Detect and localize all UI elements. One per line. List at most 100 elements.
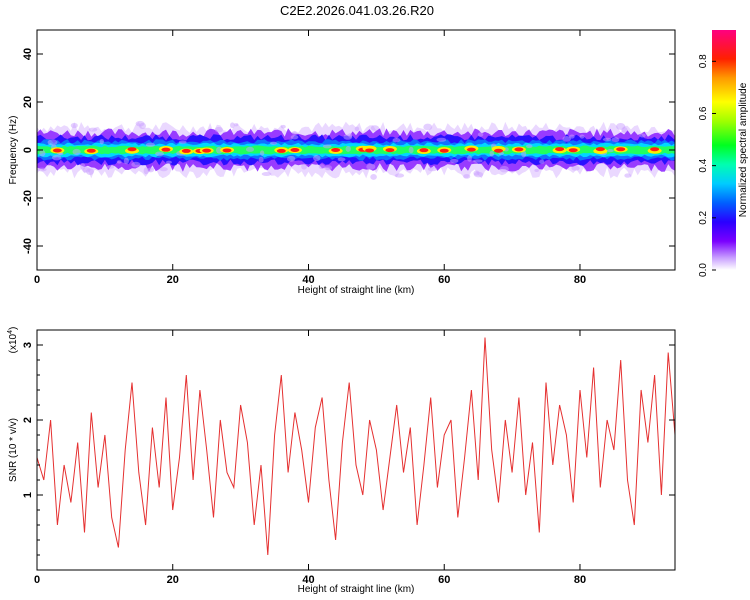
x-tick-label: 0 [34,574,40,586]
colorbar-gradient [712,30,736,270]
y-tick-label: 40 [22,48,34,60]
spectrogram-peak [161,147,171,152]
spectrogram-peak [439,148,449,153]
spectrogram-speckle [489,150,494,157]
y-tick-label: -20 [22,190,34,206]
spectrogram-speckle [80,163,86,170]
figure-title: C2E2.2026.041.03.26.R20 [280,3,434,18]
spectrogram-speckle [143,167,149,175]
spectrogram-speckle [366,163,376,170]
colorbar-ticks: 0.0 0.2 0.4 0.6 0.8 [698,54,716,277]
spectrogram-speckle [472,159,483,163]
colorbar: 0.0 0.2 0.4 0.6 0.8 Normalized spectral ampl… [698,30,749,277]
spectrogram-speckle [616,122,626,130]
y-tick-label: -40 [22,238,34,254]
snr-frame [36,329,676,571]
snr-y-ticks: 1 2 3 [22,342,675,556]
x-tick-label: 60 [438,574,450,586]
spectrogram-y-ticks: 40 20 0 -20 -40 [22,48,675,254]
snr-series-line [37,337,675,556]
spectrogram-speckle [37,167,47,172]
spectrogram-peak [616,147,626,152]
x-tick-label: 80 [574,274,586,286]
spectrogram-speckle [318,164,325,170]
spectrogram-speckle [370,174,377,180]
snr-scale-label: (x104) [7,327,19,354]
spectrogram-peak [568,148,578,153]
spectrogram-panel: 0 20 40 60 80 40 20 0 -20 -40 Height of straight… [8,29,676,296]
spectrogram-speckle [230,122,235,129]
spectrogram-speckle [354,126,360,132]
spectrogram-peak [276,148,286,153]
spectrogram-speckle [88,127,98,132]
spectrogram-speckle [291,131,297,135]
spectrogram-peak [595,147,605,152]
y-tick-label: 1 [22,492,34,498]
spectrogram-peak [181,148,191,153]
spectrogram-speckle [423,123,433,131]
colorbar-tick-label: 0.6 [698,106,709,120]
spectrogram-speckle [159,167,168,172]
spectrogram-speckle [99,138,104,145]
spectrogram-peak [514,147,524,152]
x-tick-label: 20 [167,574,179,586]
spectrogram-x-ticks: 0 20 40 60 80 [34,30,586,286]
spectrogram-speckle [473,171,484,178]
spectrogram-speckle [116,160,122,164]
snr-x-ticks: 0 20 40 60 80 [34,330,586,586]
x-tick-label: 60 [438,274,450,286]
spectrogram-speckle [313,154,321,162]
spectrogram-speckle [579,134,585,139]
spectrogram-peak [365,148,375,153]
spectrogram-speckle [539,159,545,165]
spectrogram-speckle [624,173,631,178]
spectrogram-speckle [214,126,223,133]
x-tick-label: 40 [302,274,314,286]
spectrogram-speckle [606,149,614,153]
spectrogram-peak [331,147,341,152]
spectrogram-speckle [343,134,353,140]
spectrogram-speckle [322,144,332,149]
spectrogram-peak [127,147,137,152]
spectrogram-speckle [392,137,401,143]
spectrogram-speckle [123,157,129,165]
spectrogram-speckle [345,145,351,152]
spectrogram-x-label: Height of straight line (km) [298,285,415,296]
spectrogram-speckle [337,157,346,162]
x-tick-label: 0 [34,274,40,286]
spectrogram-peak [555,147,565,152]
spectrogram-speckle [47,139,58,146]
spectrogram-speckle [70,122,78,129]
snr-panel: 0 20 40 60 80 1 2 3 Height of straight line (k… [7,327,676,595]
spectrogram-speckle [39,150,46,157]
spectrogram-peak [466,147,476,152]
spectrogram-speckle [135,120,145,127]
spectrogram-y-label: Frequency (Hz) [8,116,19,185]
spectrogram-speckle [499,165,509,173]
spectrogram-speckle [427,166,438,172]
spectrogram-speckle [51,154,62,161]
spectrogram-speckle [394,173,405,178]
spectrogram-speckle [216,146,223,154]
spectrogram-speckle [145,142,156,148]
spectrogram-speckle [611,137,620,143]
spectrogram-speckle [450,158,459,163]
spectrogram-speckle [526,144,533,149]
spectrogram-speckle [259,150,265,156]
colorbar-tick-label: 0.4 [698,158,709,172]
spectrogram-speckle [571,165,580,171]
colorbar-tick-label: 0.8 [698,54,709,68]
spectrogram-speckle [269,141,278,145]
spectrogram-speckle [301,163,307,170]
colorbar-tick-label: 0.0 [698,263,709,277]
spectrogram-peak [202,148,212,153]
spectrogram-peak [494,148,504,153]
spectrogram-peak [650,147,660,152]
spectrogram-band [37,120,675,180]
spectrogram-speckle [165,160,172,164]
x-tick-label: 80 [574,574,586,586]
snr-y-label: SNR (10 * v/v) [8,418,19,482]
snr-x-label: Height of straight line (km) [298,584,415,595]
spectrogram-speckle [477,132,484,137]
